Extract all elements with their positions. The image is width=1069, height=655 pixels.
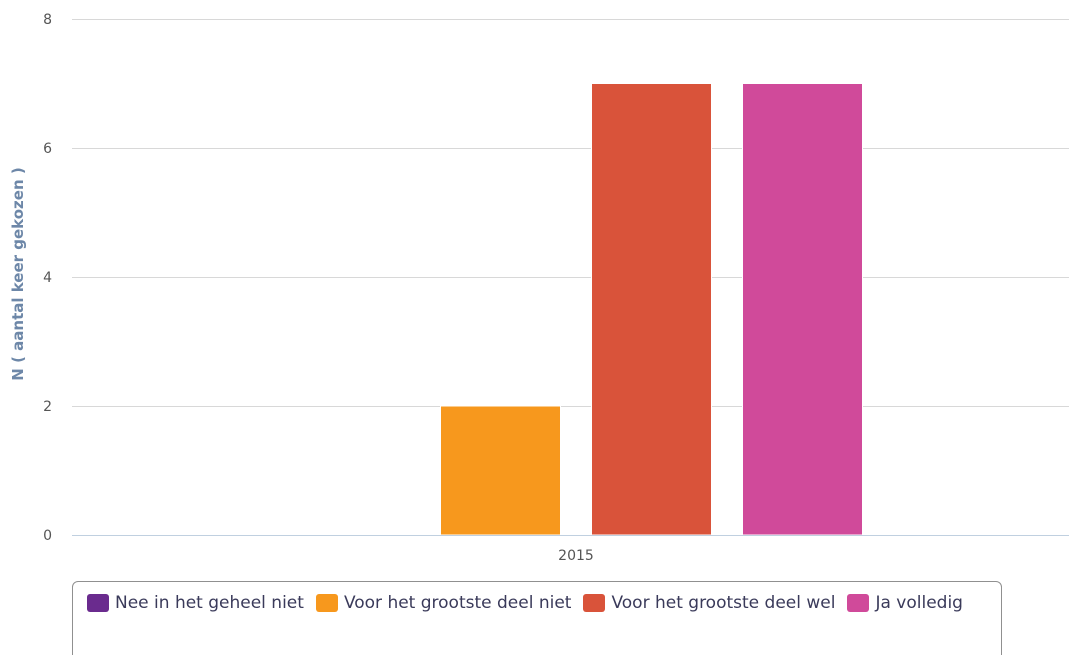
gridlines <box>72 19 1069 407</box>
legend-swatch <box>87 594 109 612</box>
legend-label: Ja volledig <box>875 593 963 613</box>
legend-item[interactable]: Voor het grootste deel wel <box>583 592 835 614</box>
bar-voor-het-grootste-deel-wel[interactable] <box>591 83 712 536</box>
y-axis-ticks: 0 2 4 6 8 <box>43 12 52 544</box>
x-tick-label: 2015 <box>558 548 594 564</box>
y-tick-label: 2 <box>43 399 52 415</box>
legend: Nee in het geheel niet Voor het grootste … <box>72 581 1002 655</box>
legend-label: Voor het grootste deel niet <box>343 593 572 613</box>
legend-swatch <box>315 594 338 612</box>
y-tick-label: 4 <box>43 270 52 286</box>
legend-item[interactable]: Ja volledig <box>847 592 963 614</box>
bar-chart: 0 2 4 6 8 N ( aantal keer gekozen ) 2015 <box>9 12 1069 564</box>
legend-label: Nee in het geheel niet <box>115 593 304 613</box>
legend-swatch <box>583 594 606 612</box>
bar-voor-het-grootste-deel-niet[interactable] <box>440 405 561 536</box>
y-tick-label: 8 <box>43 12 52 28</box>
y-tick-label: 6 <box>43 141 52 157</box>
y-tick-label: 0 <box>43 528 52 544</box>
bars <box>440 83 863 536</box>
legend-item[interactable]: Nee in het geheel niet <box>87 592 304 614</box>
legend-item[interactable]: Voor het grootste deel niet <box>315 592 572 614</box>
x-axis-ticks: 2015 <box>558 548 594 564</box>
legend-label: Voor het grootste deel wel <box>611 593 836 613</box>
legend-swatch <box>847 594 870 612</box>
y-axis-title: N ( aantal keer gekozen ) <box>9 167 27 380</box>
bar-ja-volledig[interactable] <box>742 83 863 536</box>
